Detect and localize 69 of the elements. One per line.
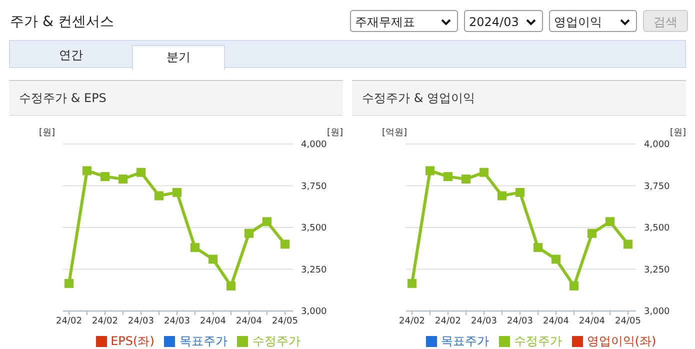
point [570,281,578,290]
point [606,217,614,226]
point [82,166,92,176]
point [244,228,254,238]
point [588,228,596,238]
x-tick-label: 24/03 [507,316,533,326]
x-tick-label: 24/03 [164,316,190,326]
point [498,191,506,200]
x-tick-label: 24/05 [615,316,641,326]
y2-tick-label: 3,750 [644,182,670,192]
legend-label: EPS(좌) [110,334,154,348]
x-tick-label: 24/04 [543,316,570,326]
text: 2024/03 [464,10,543,32]
legend-label: 목표주가 [440,334,489,348]
y2-tick-label: 3,250 [301,265,328,276]
text: 분기 [132,45,225,70]
text: 검색 [643,10,688,32]
x-tick-label: 24/02 [56,316,82,326]
legend-label: 목표주가 [179,334,228,348]
x-tick-label: 24/02 [435,316,461,326]
point [624,240,632,249]
point [534,243,542,252]
point [154,191,164,200]
y2-tick-label: 3,500 [644,224,670,234]
y-axis-title: [원] [39,127,56,139]
y-axis-title: [억원] [382,127,408,139]
point [444,172,452,182]
point [226,281,236,290]
text: 영업이익 [549,10,637,32]
point [552,254,560,264]
text: 연간 [58,47,84,64]
point [64,278,74,288]
chart-title: 수정주가 & EPS [9,81,343,116]
chart-title: 수정주가 & 영업이익 [352,81,686,116]
y2-tick-label: 4,000 [644,140,670,150]
text: 주가 & 컨센서스 [10,13,114,31]
legend-label: 영업이익(좌) [586,334,656,348]
x-tick-label: 24/02 [399,316,425,326]
point [480,168,488,177]
point [462,174,470,184]
y2-axis-title: [원] [670,127,686,139]
x-tick-label: 24/03 [128,316,154,326]
y2-axis-title: [원] [327,127,344,139]
x-tick-label: 24/02 [92,316,118,326]
y2-tick-label: 3,500 [301,224,328,234]
point [408,278,416,288]
point [208,254,218,264]
y2-tick-label: 3,250 [644,265,670,276]
point [172,188,182,197]
x-tick-label: 24/04 [236,316,262,326]
text: 주재무제표 [350,10,458,32]
y2-tick-label: 3,000 [644,307,670,318]
point [262,217,272,226]
legend-label: 수정주가 [514,334,562,348]
y2-tick-label: 3,000 [301,307,328,318]
y2-tick-label: 3,750 [301,182,328,192]
point [280,240,290,249]
x-tick-label: 24/04 [200,316,226,326]
point [118,174,128,184]
x-tick-label: 24/03 [471,316,497,326]
x-tick-label: 24/04 [579,316,606,326]
point [190,243,200,252]
legend-label: 수정주가 [252,334,300,348]
y2-tick-label: 4,000 [301,140,328,150]
point [100,172,110,182]
x-tick-label: 24/05 [272,316,298,326]
point [136,168,146,177]
point [516,188,524,197]
point [426,166,434,176]
